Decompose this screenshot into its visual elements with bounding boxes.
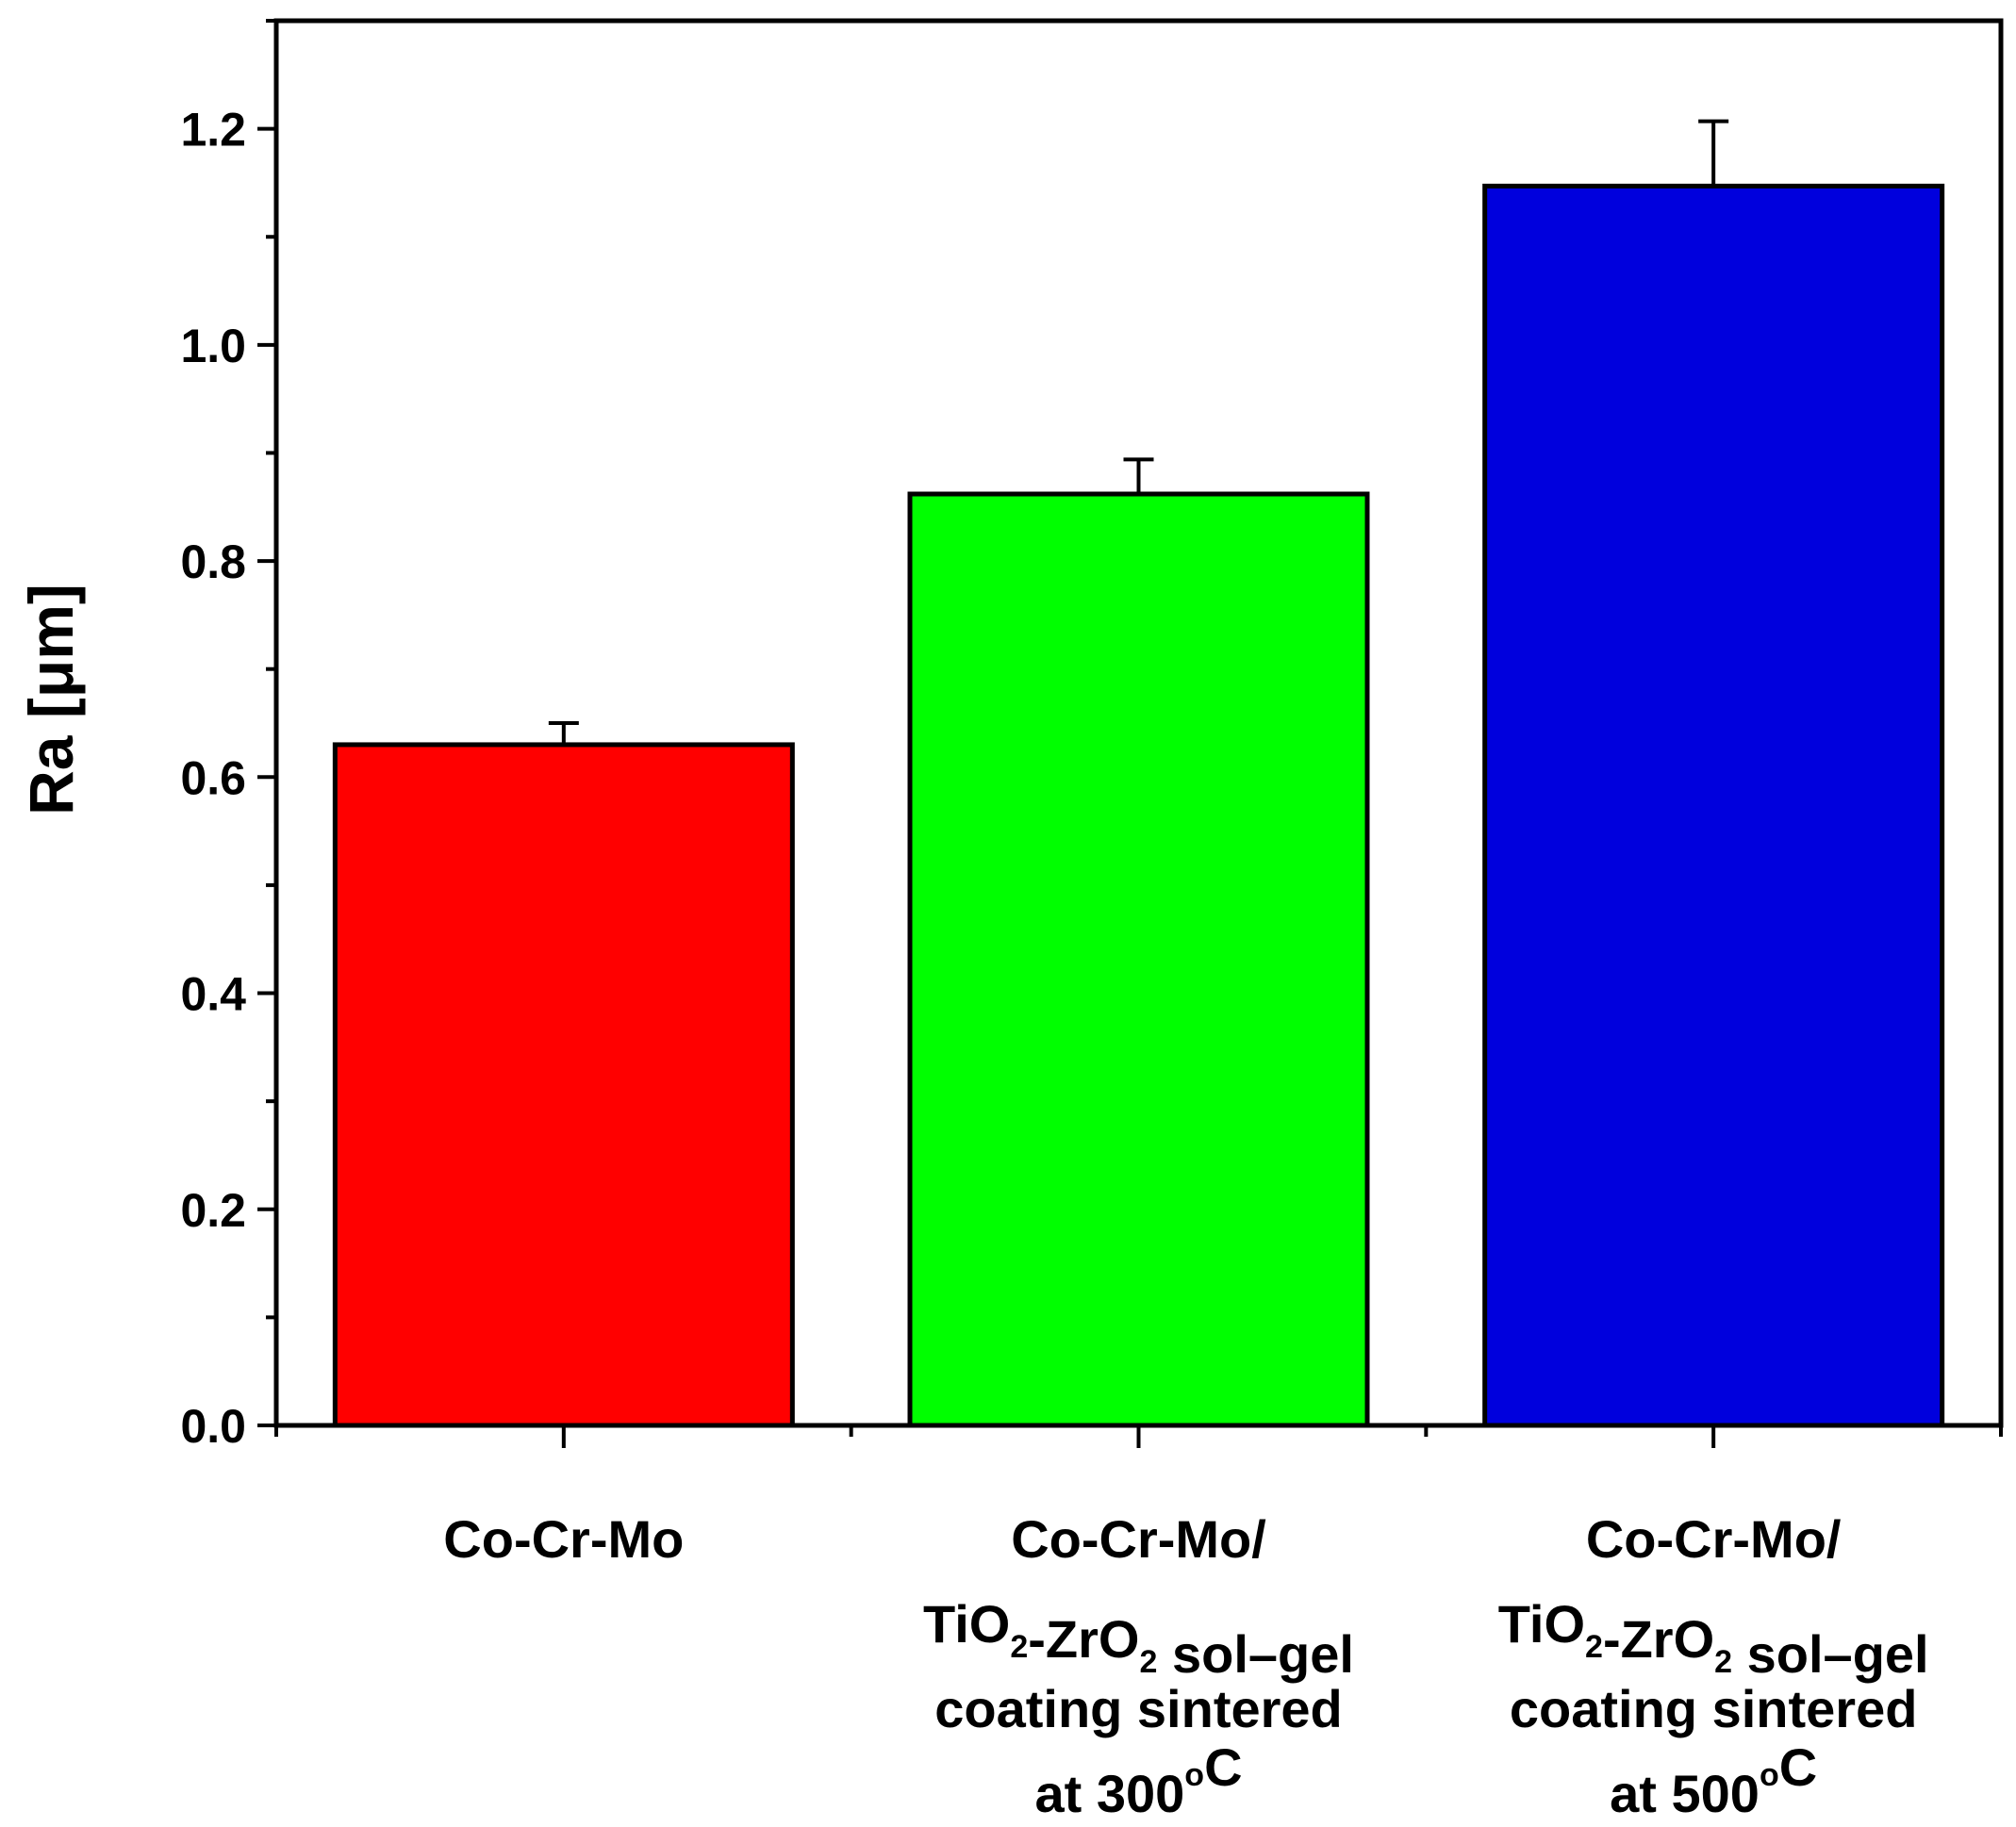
label-segment: coating sintered	[934, 1679, 1343, 1738]
label-segment: 2	[1140, 1644, 1158, 1680]
x-category-label: at 500oC	[1610, 1737, 1817, 1823]
bar	[907, 491, 1370, 1428]
y-tick-label: 0.4	[180, 968, 246, 1021]
label-segment: Co-Cr-Mo/	[1586, 1509, 1842, 1569]
label-segment: o	[1760, 1757, 1779, 1793]
label-segment: 2	[1010, 1629, 1028, 1665]
bar	[332, 742, 795, 1428]
x-category-label: Co-Cr-Mo/	[1011, 1509, 1266, 1569]
label-segment: sol–gel	[1157, 1624, 1354, 1684]
y-tick-label: 1.2	[180, 104, 246, 156]
y-tick-label: 1.0	[180, 320, 246, 372]
labels-group: 0.0 0.2 0.4 0.6 0.8 1.0 1.2 Co-Cr-Mo Co-Cr-Mo/Ti…	[180, 104, 1928, 1823]
bars-group	[332, 183, 1945, 1428]
label-segment: Co-Cr-Mo	[443, 1509, 684, 1569]
label-segment: sol–gel	[1732, 1624, 1929, 1684]
x-category-label: TiO2-ZrO2 sol–gel	[1498, 1594, 1929, 1684]
label-segment: -ZrO	[1603, 1609, 1714, 1669]
label-segment: at 500	[1610, 1764, 1760, 1823]
label-segment: 2	[1585, 1629, 1603, 1665]
label-segment: C	[1779, 1737, 1817, 1797]
error-bars-group	[548, 119, 1729, 745]
label-segment: at 300	[1034, 1764, 1184, 1823]
bar	[1482, 183, 1945, 1428]
y-tick-label: 0.6	[180, 751, 246, 804]
y-tick-label: 0.0	[180, 1400, 246, 1453]
label-segment: TiO	[1498, 1594, 1585, 1654]
x-category-label: coating sintered	[934, 1679, 1343, 1738]
x-category-label: TiO2-ZrO2 sol–gel	[923, 1594, 1354, 1684]
axes-group	[257, 18, 2004, 1448]
y-tick-label: 0.8	[180, 535, 246, 588]
label-segment: coating sintered	[1510, 1679, 1918, 1738]
label-segment: 2	[1714, 1644, 1732, 1680]
label-segment: Co-Cr-Mo/	[1011, 1509, 1266, 1569]
x-category-label: at 300oC	[1034, 1737, 1242, 1823]
x-category-label: coating sintered	[1510, 1679, 1918, 1738]
x-category-label: Co-Cr-Mo/	[1586, 1509, 1842, 1569]
y-axis-title: Ra [μm]	[16, 584, 86, 815]
x-category-label: Co-Cr-Mo	[443, 1509, 684, 1569]
label-segment: TiO	[923, 1594, 1010, 1654]
label-segment: -ZrO	[1028, 1609, 1139, 1669]
label-segment: C	[1204, 1737, 1242, 1797]
label-segment: o	[1184, 1757, 1204, 1793]
y-tick-label: 0.2	[180, 1184, 246, 1237]
